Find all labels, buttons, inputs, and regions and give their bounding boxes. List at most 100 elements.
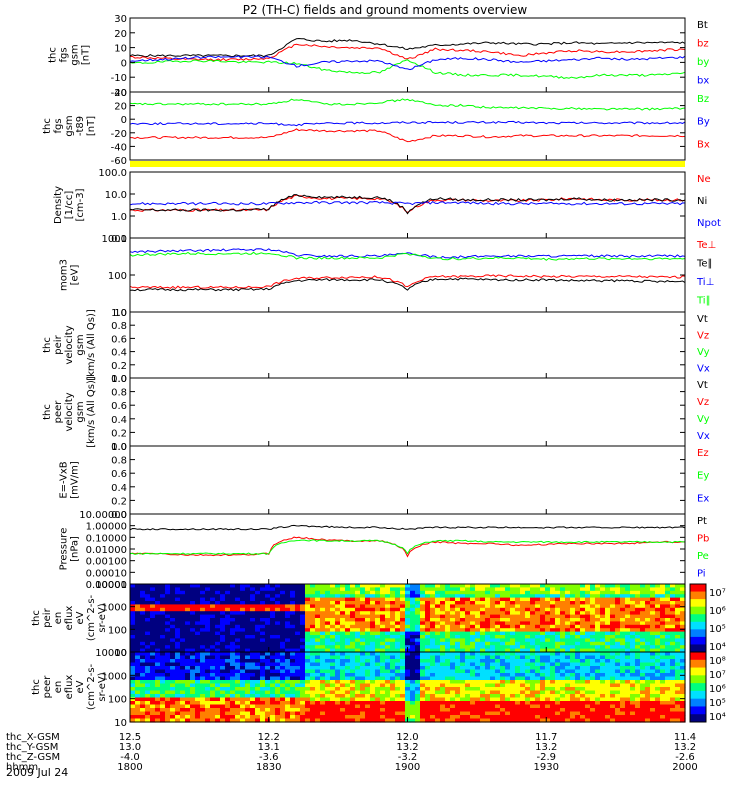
- spectrogram-cell: [245, 659, 251, 664]
- spectrogram-cell: [295, 655, 301, 660]
- spectrogram-cell: [490, 621, 496, 626]
- spectrogram-cell: [380, 652, 386, 657]
- spectrogram-cell: [210, 614, 216, 619]
- spectrogram-cell: [165, 715, 171, 720]
- spectrogram-cell: [450, 604, 456, 609]
- spectrogram-cell: [135, 607, 141, 612]
- spectrogram-cell: [170, 641, 176, 646]
- spectrogram-cell: [455, 655, 461, 660]
- spectrogram-cell: [625, 690, 631, 695]
- spectrogram-cell: [225, 638, 231, 643]
- spectrogram-cell: [410, 638, 416, 643]
- spectrogram-cell: [290, 669, 296, 674]
- spectrogram-cell: [190, 687, 196, 692]
- spectrogram-cell: [315, 587, 321, 592]
- spectrogram-cell: [430, 584, 436, 588]
- spectrogram-cell: [320, 715, 326, 720]
- spectrogram-cell: [555, 676, 561, 681]
- spectrogram-cell: [510, 701, 516, 706]
- spectrogram-cell: [405, 614, 411, 619]
- spectrogram-cell: [655, 614, 661, 619]
- spectrogram-cell: [350, 590, 356, 595]
- spectrogram-cell: [450, 618, 456, 622]
- spectrogram-cell: [515, 676, 521, 681]
- spectrogram-cell: [660, 711, 666, 716]
- spectrogram-cell: [395, 648, 401, 653]
- spectrogram-cell: [160, 680, 166, 685]
- spectrogram-cell: [390, 715, 396, 720]
- spectrogram-cell: [390, 584, 396, 588]
- spectrogram-cell: [150, 669, 156, 674]
- spectrogram-cell: [370, 601, 376, 605]
- spectrogram-cell: [540, 648, 546, 653]
- spectrogram-cell: [620, 687, 626, 692]
- spectrogram-cell: [135, 659, 141, 664]
- spectrogram-cell: [450, 711, 456, 716]
- spectrogram-cell: [660, 601, 666, 605]
- spectrogram-cell: [155, 704, 161, 709]
- spectrogram-cell: [285, 697, 291, 702]
- spectrogram-cell: [360, 711, 366, 716]
- spectrogram-cell: [380, 673, 386, 678]
- spectrogram-cell: [470, 704, 476, 709]
- colorbar-segment: [690, 629, 706, 638]
- spectrogram-cell: [635, 618, 641, 622]
- spectrogram-cell: [590, 669, 596, 674]
- spectrogram-cell: [475, 638, 481, 643]
- spectrogram-cell: [180, 669, 186, 674]
- spectrogram-cell: [500, 673, 506, 678]
- spectrogram-cell: [365, 718, 371, 723]
- spectrogram-cell: [455, 597, 461, 602]
- spectrogram-cell: [475, 590, 481, 595]
- spectrogram-cell: [625, 648, 631, 653]
- spectrogram-cell: [285, 590, 291, 595]
- spectrogram-cell: [610, 641, 616, 646]
- spectrogram-cell: [365, 648, 371, 653]
- spectrogram-cell: [490, 607, 496, 612]
- spectrogram-cell: [295, 704, 301, 709]
- spectrogram-cell: [595, 655, 601, 660]
- spectrogram-cell: [260, 669, 266, 674]
- spectrogram-cell: [620, 607, 626, 612]
- spectrogram-cell: [155, 641, 161, 646]
- spectrogram-cell: [305, 638, 311, 643]
- spectrogram-cell: [195, 590, 201, 595]
- spectrogram-cell: [510, 676, 516, 681]
- spectrogram-cell: [545, 621, 551, 626]
- spectrogram-cell: [145, 611, 151, 616]
- spectrogram-cell: [570, 708, 576, 713]
- spectrogram-cell: [450, 680, 456, 685]
- spectrogram-cell: [135, 645, 141, 650]
- spectrogram-cell: [390, 694, 396, 699]
- spectrogram-cell: [180, 614, 186, 619]
- spectrogram-cell: [175, 708, 181, 713]
- spectrogram-cell: [200, 607, 206, 612]
- spectrogram-cell: [165, 711, 171, 716]
- spectrogram-cell: [150, 587, 156, 592]
- spectrogram-cell: [180, 584, 186, 588]
- spectrogram-cell: [665, 680, 671, 685]
- spectrogram-cell: [665, 607, 671, 612]
- spectrogram-cell: [315, 697, 321, 702]
- spectrogram-cell: [585, 666, 591, 671]
- spectrogram-cell: [475, 711, 481, 716]
- spectrogram-cell: [140, 607, 146, 612]
- spectrogram-cell: [655, 604, 661, 609]
- spectrogram-cell: [205, 683, 211, 688]
- spectrogram-cell: [520, 683, 526, 688]
- spectrogram-cell: [620, 701, 626, 706]
- spectrogram-cell: [280, 604, 286, 609]
- spectrogram-cell: [635, 621, 641, 626]
- spectrogram-cell: [185, 587, 191, 592]
- x-row-value: 13.1: [258, 742, 280, 753]
- spectrogram-cell: [660, 680, 666, 685]
- spectrogram-cell: [655, 594, 661, 599]
- spectrogram-cell: [300, 648, 306, 653]
- spectrogram-cell: [450, 704, 456, 709]
- spectrogram-cell: [430, 701, 436, 706]
- y-axis-label-line: peir: [42, 607, 53, 627]
- spectrogram-cell: [140, 648, 146, 653]
- spectrogram-cell: [145, 624, 151, 629]
